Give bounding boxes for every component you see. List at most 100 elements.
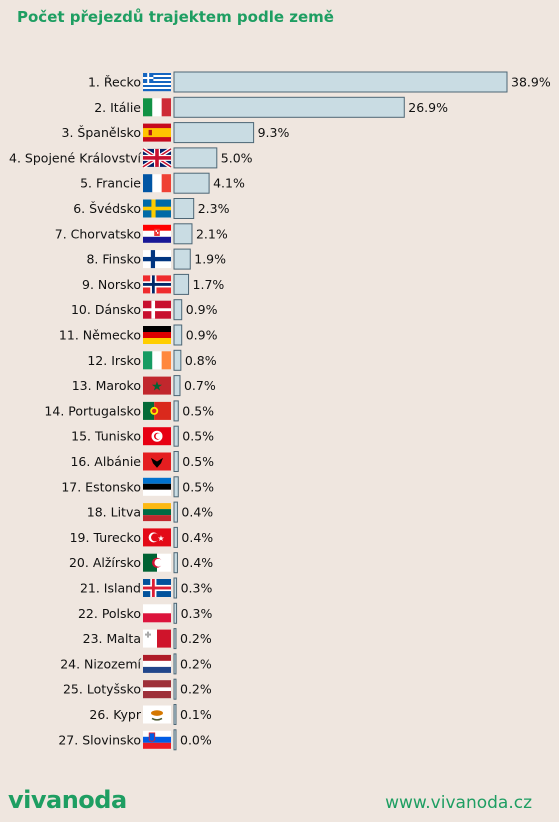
category-label: 25. Lotyšsko xyxy=(63,682,141,697)
germany-flag-icon xyxy=(143,326,171,344)
value-label: 1.7% xyxy=(193,277,225,292)
category-label: 18. Litva xyxy=(87,505,141,520)
value-label: 0.5% xyxy=(182,454,214,469)
value-label: 2.3% xyxy=(198,201,230,216)
bar xyxy=(173,223,193,245)
value-label: 0.9% xyxy=(186,302,218,317)
bar xyxy=(173,653,177,675)
italy-flag-icon xyxy=(143,98,171,117)
portugal-flag-icon xyxy=(143,401,171,420)
bar xyxy=(173,729,177,751)
value-label: 0.0% xyxy=(180,732,212,747)
bar xyxy=(173,147,218,169)
greece-flag-icon xyxy=(143,73,171,92)
bar xyxy=(173,172,210,194)
bar xyxy=(173,602,178,624)
category-label: 1. Řecko xyxy=(88,75,141,90)
bar xyxy=(173,451,179,472)
denmark-flag-icon xyxy=(143,300,171,319)
category-label: 23. Malta xyxy=(83,631,141,646)
category-label: 4. Spojené Království xyxy=(9,150,141,165)
bar xyxy=(173,299,183,321)
category-label: 26. Kypr xyxy=(89,707,141,722)
category-label: 27. Slovinsko xyxy=(58,732,141,747)
poland-flag-icon xyxy=(143,604,171,623)
value-label: 1.9% xyxy=(194,252,226,267)
bar xyxy=(173,349,182,371)
slovenia-flag-icon xyxy=(143,730,171,749)
bar xyxy=(173,324,183,346)
svg-text:★: ★ xyxy=(157,534,164,543)
bar xyxy=(173,198,195,219)
malta-flag-icon xyxy=(143,629,171,648)
sweden-flag-icon xyxy=(143,199,171,218)
spain-flag-icon xyxy=(143,123,171,142)
category-label: 20. Alžírsko xyxy=(69,555,141,570)
bar xyxy=(173,96,405,118)
category-label: 16. Albánie xyxy=(70,454,141,469)
category-label: 6. Švédsko xyxy=(73,201,141,216)
vivanoda-logo[interactable]: vivanoda xyxy=(8,786,127,814)
latvia-flag-icon xyxy=(143,680,171,699)
value-label: 26.9% xyxy=(408,100,448,115)
value-label: 0.2% xyxy=(180,682,212,697)
value-label: 0.4% xyxy=(181,530,213,545)
chart-title: Počet přejezdů trajektem podle země xyxy=(17,8,334,26)
value-label: 0.9% xyxy=(186,328,218,343)
category-label: 9. Norsko xyxy=(82,277,141,292)
category-label: 2. Itálie xyxy=(94,100,141,115)
category-label: 21. Island xyxy=(80,581,141,596)
value-label: 0.3% xyxy=(181,581,213,596)
category-label: 13. Maroko xyxy=(72,378,141,393)
netherlands-flag-icon xyxy=(143,654,171,673)
bar xyxy=(173,400,179,422)
category-label: 3. Španělsko xyxy=(62,125,141,140)
value-label: 0.2% xyxy=(180,656,212,671)
value-label: 0.8% xyxy=(185,353,217,368)
value-label: 38.9% xyxy=(511,75,551,90)
bar xyxy=(173,501,178,523)
website-link[interactable]: www.vivanoda.cz xyxy=(385,793,532,813)
value-label: 0.1% xyxy=(180,707,212,722)
uk-flag-icon xyxy=(141,147,173,169)
value-label: 0.4% xyxy=(181,555,213,570)
bar xyxy=(173,678,177,700)
category-label: 8. Finsko xyxy=(86,252,141,267)
category-label: 11. Německo xyxy=(59,328,141,343)
category-label: 14. Portugalsko xyxy=(44,403,141,418)
value-label: 0.5% xyxy=(182,479,214,494)
value-label: 4.1% xyxy=(213,176,245,191)
estonia-flag-icon xyxy=(143,477,171,496)
turkey-flag-icon: ★ xyxy=(143,528,171,547)
value-label: 0.4% xyxy=(181,505,213,520)
finland-flag-icon xyxy=(143,250,171,269)
value-label: 5.0% xyxy=(221,150,253,165)
category-label: 15. Tunisko xyxy=(71,429,141,444)
iceland-flag-icon xyxy=(143,579,171,597)
bar xyxy=(173,248,191,270)
category-label: 10. Dánsko xyxy=(71,302,141,317)
bar xyxy=(173,122,255,144)
svg-text:★: ★ xyxy=(151,380,163,395)
france-flag-icon xyxy=(143,174,171,193)
value-label: 0.3% xyxy=(181,606,213,621)
category-label: 19. Turecko xyxy=(70,530,141,545)
value-label: 0.7% xyxy=(184,378,216,393)
bar xyxy=(173,526,178,548)
tunisia-flag-icon xyxy=(143,427,171,446)
bar xyxy=(173,628,177,650)
bar xyxy=(173,476,179,498)
bar-chart: 1. Řecko 38.9% 2. Itálie 26.9% 3. Španělsko 9… xyxy=(9,71,551,751)
bar xyxy=(173,577,178,599)
value-label: 0.2% xyxy=(180,631,212,646)
category-label: 22. Polsko xyxy=(78,606,141,621)
norway-flag-icon xyxy=(143,275,171,294)
value-label: 2.1% xyxy=(196,226,228,241)
morocco-flag-icon: ★ xyxy=(143,376,171,395)
category-label: 12. Irsko xyxy=(87,353,141,368)
value-label: 0.5% xyxy=(182,429,214,444)
category-label: 5. Francie xyxy=(80,176,141,191)
value-label: 0.5% xyxy=(182,403,214,418)
bar xyxy=(173,425,179,447)
bar xyxy=(173,375,181,397)
